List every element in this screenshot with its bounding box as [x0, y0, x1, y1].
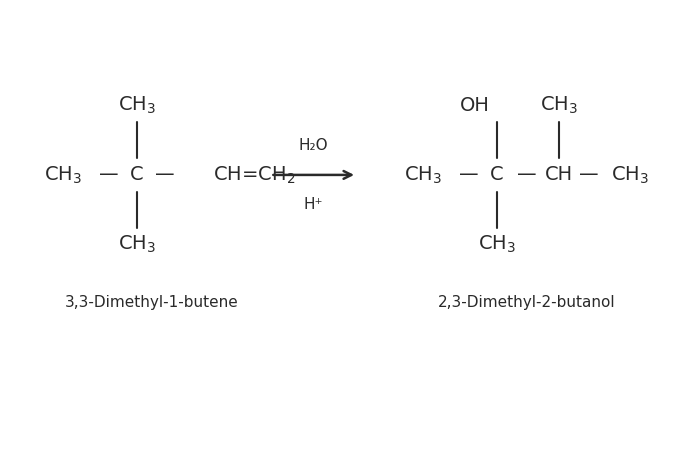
Text: CH$_3$: CH$_3$ [540, 94, 578, 116]
Text: CH$_3$: CH$_3$ [611, 164, 649, 185]
Text: —: — [459, 165, 479, 184]
Text: —: — [517, 165, 536, 184]
Text: C: C [130, 165, 143, 184]
Text: —: — [579, 165, 598, 184]
Text: CH$_3$: CH$_3$ [477, 234, 516, 255]
Text: CH$_3$: CH$_3$ [118, 234, 156, 255]
Text: OH: OH [460, 96, 489, 115]
Text: 3,3-Dimethyl-1-butene: 3,3-Dimethyl-1-butene [65, 295, 239, 310]
Text: 2,3-Dimethyl-2-butanol: 2,3-Dimethyl-2-butanol [438, 295, 615, 310]
Text: H₂O: H₂O [299, 138, 328, 153]
Text: CH$_3$: CH$_3$ [404, 164, 442, 185]
Text: H⁺: H⁺ [304, 197, 323, 212]
Text: C: C [490, 165, 503, 184]
Text: CH$_3$: CH$_3$ [118, 94, 156, 116]
Text: CH: CH [545, 165, 573, 184]
Text: —: — [99, 165, 119, 184]
Text: CH$_3$: CH$_3$ [44, 164, 82, 185]
Text: —: — [155, 165, 174, 184]
Text: CH=CH$_2$: CH=CH$_2$ [213, 164, 295, 185]
